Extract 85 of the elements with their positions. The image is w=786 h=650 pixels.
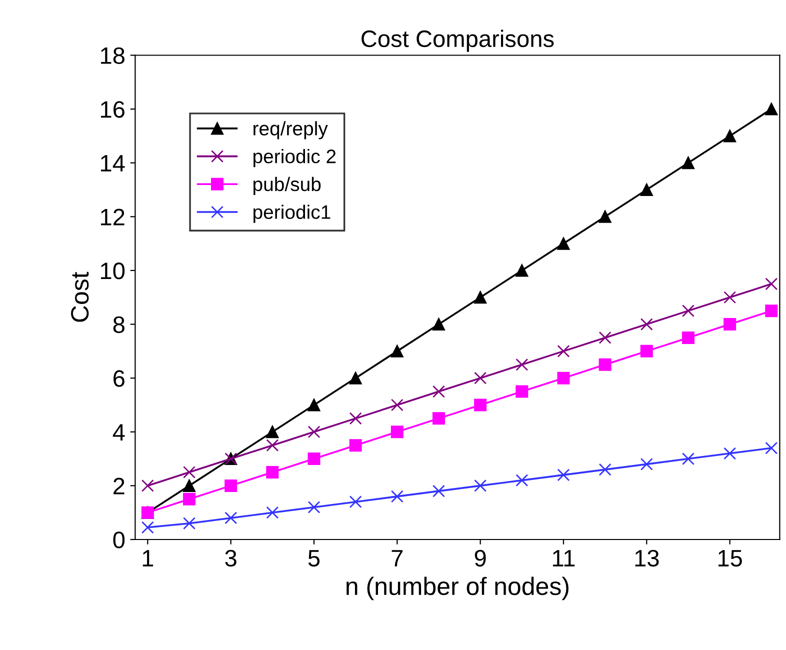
point xyxy=(390,398,404,412)
point xyxy=(765,102,778,116)
point xyxy=(308,452,320,466)
point xyxy=(682,156,694,170)
point xyxy=(308,398,320,412)
point xyxy=(349,439,362,452)
x-axis-title: n (number of nodes) xyxy=(346,576,568,600)
point xyxy=(224,479,238,492)
legend-label: periodic 2 xyxy=(254,149,336,168)
point xyxy=(640,344,653,358)
point xyxy=(598,210,612,223)
point xyxy=(141,479,154,492)
point xyxy=(765,304,778,318)
point xyxy=(432,484,445,498)
point xyxy=(349,412,362,425)
point xyxy=(308,500,320,514)
point xyxy=(765,278,778,290)
point xyxy=(516,358,528,371)
point xyxy=(349,496,362,508)
y-tick-label: 8 xyxy=(113,316,124,334)
point xyxy=(183,466,196,478)
legend-label: periodic1 xyxy=(254,204,330,223)
point xyxy=(557,468,570,482)
x-tick-label: 7 xyxy=(392,550,403,566)
point xyxy=(224,512,238,524)
point xyxy=(474,291,487,304)
point xyxy=(516,474,528,487)
point xyxy=(432,318,445,331)
point xyxy=(266,439,279,452)
point xyxy=(308,426,320,438)
point xyxy=(557,372,570,384)
chart-title: Cost Comparisons xyxy=(362,30,554,52)
point xyxy=(266,426,279,438)
y-tick-label: 4 xyxy=(112,424,125,440)
point xyxy=(765,442,778,454)
point xyxy=(390,426,404,438)
y-tick-label: 12 xyxy=(101,208,124,226)
y-tick-label: 16 xyxy=(101,101,124,118)
point xyxy=(516,264,528,277)
point xyxy=(474,398,487,412)
point xyxy=(640,318,653,331)
legend-label: req/reply xyxy=(254,121,328,140)
x-tick-label: 13 xyxy=(635,550,659,567)
point xyxy=(682,452,694,466)
y-tick-label: 14 xyxy=(101,155,125,172)
point xyxy=(183,517,196,530)
x-tick-label: 11 xyxy=(553,550,575,566)
point xyxy=(474,372,487,384)
point xyxy=(598,331,612,344)
point xyxy=(640,458,653,470)
point xyxy=(724,318,736,331)
point xyxy=(390,490,404,503)
point xyxy=(141,521,154,534)
point xyxy=(474,479,487,492)
x-tick-label: 9 xyxy=(474,550,486,567)
x-tick-label: 5 xyxy=(308,550,320,567)
point xyxy=(557,237,570,250)
point xyxy=(724,291,736,304)
point xyxy=(682,331,694,344)
x-tick-label: 15 xyxy=(718,550,742,567)
point xyxy=(349,372,362,384)
x-tick-label: 3 xyxy=(225,550,236,567)
y-tick-label: 0 xyxy=(113,532,125,548)
y-tick-label: 18 xyxy=(101,47,124,64)
x-tick-label: 1 xyxy=(142,550,154,566)
point xyxy=(183,492,196,506)
point xyxy=(724,130,736,142)
point xyxy=(640,184,653,196)
y-tick-label: 10 xyxy=(101,262,125,280)
point xyxy=(183,479,196,492)
point xyxy=(598,358,612,371)
y-axis-title: Cost xyxy=(71,272,89,322)
point xyxy=(266,506,279,519)
legend-label: pub/sub xyxy=(254,176,321,195)
point xyxy=(432,412,445,425)
point xyxy=(598,463,612,476)
point xyxy=(390,344,404,358)
y-tick-label: 6 xyxy=(114,370,124,387)
point xyxy=(724,447,736,460)
point xyxy=(432,385,445,398)
y-tick-label: 2 xyxy=(114,478,124,494)
point xyxy=(516,385,528,398)
point xyxy=(557,344,570,358)
point xyxy=(682,304,694,318)
point xyxy=(266,466,279,478)
